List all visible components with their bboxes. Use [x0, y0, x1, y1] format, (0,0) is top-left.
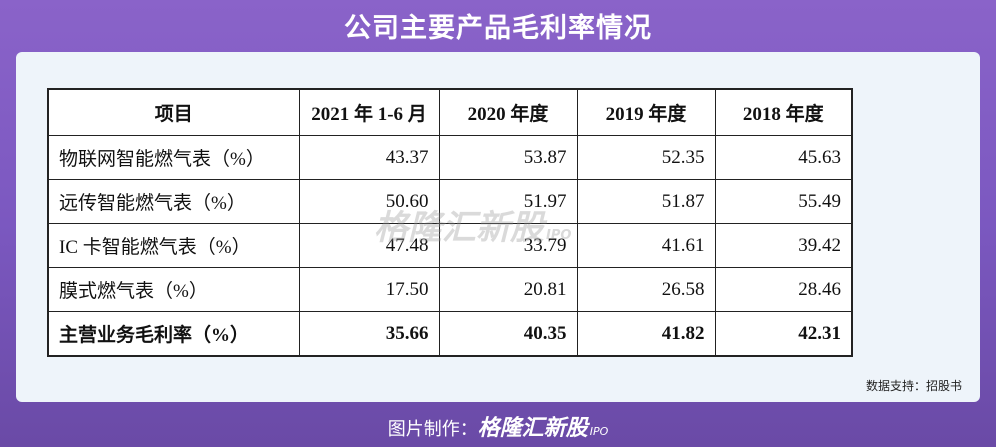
column-header: 2018 年度: [714, 88, 853, 136]
row-label: 主营业务毛利率（%）: [47, 311, 300, 357]
cell: 35.66: [298, 311, 440, 357]
cell: 43.37: [298, 135, 440, 180]
title: 公司主要产品毛利率情况: [344, 13, 652, 44]
column-header: 2021 年 1-6 月: [298, 88, 440, 136]
cell: 17.50: [298, 267, 440, 312]
column-header: 2020 年度: [438, 88, 578, 136]
cell: 26.58: [576, 267, 716, 312]
table-row: 膜式燃气表（%） 17.50 20.81 26.58 28.46: [47, 267, 853, 312]
cell: 28.46: [714, 267, 853, 312]
table: 项目 2021 年 1-6 月 2020 年度 2019 年度 2018 年度 物联网智…: [47, 88, 853, 357]
table-row: 物联网智能燃气表（%） 43.37 53.87 52.35 45.63: [47, 135, 853, 180]
source: 数据支持：招股书: [865, 379, 962, 393]
cell: 33.79: [438, 223, 578, 268]
footer: 图片制作：格隆汇新股 IPO: [0, 410, 996, 442]
table-row: IC 卡智能燃气表（%） 47.48 33.79 41.61 39.42: [47, 223, 853, 268]
cell: 45.63: [714, 135, 853, 180]
cell: 52.35: [576, 135, 716, 180]
footer-tag: IPO: [589, 425, 609, 438]
cell: 47.48: [298, 223, 440, 268]
header-row: 项目 2021 年 1-6 月 2020 年度 2019 年度 2018 年度: [47, 88, 853, 136]
row-label: 膜式燃气表（%）: [47, 267, 300, 312]
row-label: 远传智能燃气表（%）: [47, 179, 300, 224]
cell: 50.60: [298, 179, 440, 224]
cell: 53.87: [438, 135, 578, 180]
cell: 20.81: [438, 267, 578, 312]
cell: 41.61: [576, 223, 716, 268]
cell: 51.97: [438, 179, 578, 224]
column-header: 2019 年度: [576, 88, 716, 136]
row-label: 物联网智能燃气表（%）: [47, 135, 300, 180]
cell: 41.82: [576, 311, 716, 357]
footer-label: 图片制作：: [387, 419, 478, 440]
cell: 55.49: [714, 179, 853, 224]
cell: 51.87: [576, 179, 716, 224]
row-label: IC 卡智能燃气表（%）: [47, 223, 300, 268]
footer-brand: 格隆汇新股: [477, 416, 588, 441]
cell: 39.42: [714, 223, 853, 268]
cell: 42.31: [714, 311, 853, 357]
column-header: 项目: [47, 88, 300, 136]
panel: 项目 2021 年 1-6 月 2020 年度 2019 年度 2018 年度 物联网智…: [16, 52, 980, 402]
table-row: 主营业务毛利率（%） 35.66 40.35 41.82 42.31: [47, 311, 853, 357]
cell: 40.35: [438, 311, 578, 357]
table-row: 远传智能燃气表（%） 50.60 51.97 51.87 55.49: [47, 179, 853, 224]
